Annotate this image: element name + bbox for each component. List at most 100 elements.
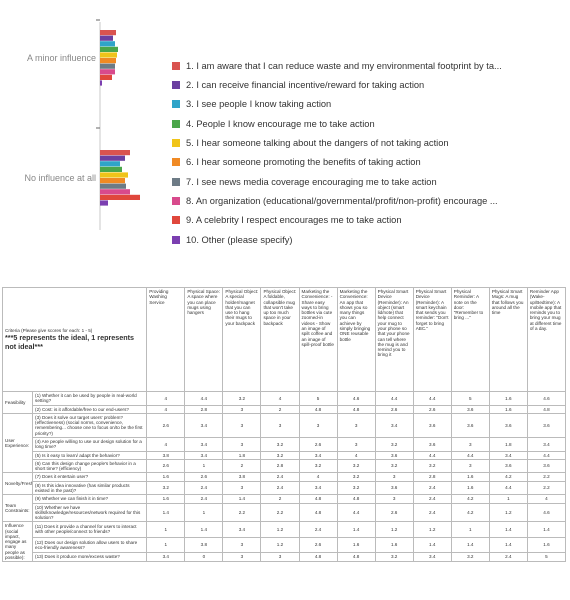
- table-row: (8) Is this idea innovative (has similar…: [3, 480, 567, 496]
- score-cell: 3.4: [222, 521, 262, 538]
- score-cell: 1.4: [526, 521, 567, 538]
- score-cell: 1.8: [222, 450, 262, 460]
- score-cell: 1.2: [488, 502, 528, 523]
- table-row: (13) Does it produce more/excess waste? 3…: [3, 551, 567, 563]
- column-header-6: Marketing the Convenience: An app that s…: [336, 287, 376, 392]
- criteria-question: (8) Is this idea innovative (has similar…: [32, 480, 148, 496]
- score-cell: 4: [298, 472, 338, 482]
- table-row: Influence (social impact, engage as many…: [1, 521, 567, 563]
- score-cell: 1.4: [488, 521, 528, 538]
- score-cell: 1: [450, 521, 490, 538]
- category-label: A minor influence: [27, 53, 96, 63]
- score-cell: 1.6: [488, 391, 528, 406]
- criteria-header-cell: Criteria (Please give scores for each: 1…: [1, 287, 148, 392]
- score-cell: 4: [146, 391, 186, 406]
- bar-5-no-influence: [100, 172, 128, 178]
- score-cell: 2.6: [412, 404, 452, 414]
- score-cell: 2.4: [260, 480, 300, 496]
- score-cell: 3.6: [374, 450, 414, 460]
- score-cell: 3: [374, 472, 414, 482]
- score-cell: 2.4: [298, 521, 338, 538]
- bar-8-no-influence: [100, 189, 130, 195]
- score-cell: 2.2: [526, 472, 567, 482]
- score-cell: 4.8: [298, 494, 338, 504]
- criteria-table-section: Criteria (Please give scores for each: 1…: [1, 287, 568, 597]
- criteria-question: (4) Are people willing to use our design…: [32, 436, 148, 452]
- score-cell: 1.2: [374, 521, 414, 538]
- table-row: User Experience: (3) Does it solve our ta…: [1, 412, 567, 474]
- score-cell: 1.6: [450, 472, 490, 482]
- criteria-question: (5) Is it easy to learn/ adapt the behav…: [32, 450, 148, 460]
- legend-item-1: 1. I am aware that I can reduce waste an…: [172, 56, 567, 75]
- score-cell: 2: [260, 404, 300, 414]
- score-cell: 1.8: [488, 436, 528, 452]
- score-cell: 1: [146, 536, 186, 553]
- legend-item-5: 5. I hear someone talking about the dang…: [172, 133, 567, 152]
- legend-item-9: 9. A celebrity I respect encourages me t…: [172, 211, 567, 230]
- bar-1-minor-influence: [100, 30, 116, 36]
- score-cell: 3.2: [374, 436, 414, 452]
- legend-swatch: [172, 235, 180, 244]
- column-header-8: Physical Smart Device (Reminder): A smar…: [412, 287, 452, 392]
- score-cell: 2.4: [412, 480, 452, 496]
- criteria-intro-small: Criteria (Please give scores for each: 1…: [5, 327, 93, 333]
- score-cell: 4.8: [336, 494, 376, 504]
- table-header-row: Criteria (Please give scores for each: 1…: [1, 287, 567, 392]
- score-cell: 1.4: [184, 521, 224, 538]
- criteria-group-label: Team Constraints:: [1, 494, 34, 523]
- score-cell: 1.6: [450, 480, 490, 496]
- criteria-question: (7) Does it entertain user?: [32, 472, 148, 482]
- table-row: (10) Whether we have skills/knowledge/re…: [3, 502, 567, 523]
- score-cell: 1: [184, 502, 224, 523]
- score-cell: 3: [222, 536, 262, 553]
- score-cell: 1: [184, 458, 224, 474]
- score-cell: 4.4: [526, 450, 567, 460]
- score-cell: 5: [298, 391, 338, 406]
- score-cell: 2.4: [184, 480, 224, 496]
- score-cell: 2.6: [298, 436, 338, 452]
- score-cell: 1.2: [412, 521, 452, 538]
- score-cell: 3.2: [450, 551, 490, 563]
- score-cell: 3.6: [374, 480, 414, 496]
- table-row: (2) Cost: is it affordable/free to our e…: [3, 404, 567, 414]
- legend-item-6: 6. I hear someone promoting the benefits…: [172, 153, 567, 172]
- bar-3-minor-influence: [100, 41, 115, 47]
- score-cell: 1.6: [526, 536, 567, 553]
- score-cell: 3.4: [374, 412, 414, 438]
- legend-item-10: 10. Other (please specify): [172, 230, 567, 249]
- bar-6-minor-influence: [100, 58, 116, 64]
- legend-label: 10. Other (please specify): [186, 234, 293, 245]
- column-header-3: Physical Object: A special holder/magnet…: [222, 287, 262, 392]
- legend-label: 1. I am aware that I can reduce waste an…: [186, 60, 502, 71]
- score-cell: 4.8: [526, 404, 567, 414]
- score-cell: 3: [222, 404, 262, 414]
- score-cell: 3: [222, 436, 262, 452]
- column-header-10: Physical Smart Mugs: A mug that follows …: [488, 287, 528, 392]
- criteria-question: (10) Whether we have skills/knowledge/re…: [32, 502, 148, 523]
- legend-label: 4. People I know encourage me to take ac…: [186, 118, 375, 129]
- score-cell: 3: [450, 458, 490, 474]
- score-cell: 3.6: [526, 412, 567, 438]
- score-cell: 2: [260, 494, 300, 504]
- score-cell: 3.4: [526, 436, 567, 452]
- bar-8-minor-influence: [100, 69, 115, 75]
- criteria-table: Criteria (Please give scores for each: 1…: [1, 287, 567, 563]
- criteria-question: (11) Does it provide a channel for users…: [32, 521, 148, 538]
- column-header-4: Physical Object: A foldable, collapsible…: [260, 287, 300, 392]
- score-cell: 3.2: [412, 458, 452, 474]
- score-cell: 1.6: [146, 472, 186, 482]
- score-cell: 1.6: [374, 536, 414, 553]
- score-cell: 2.4: [488, 551, 528, 563]
- score-cell: 3.2: [336, 480, 376, 496]
- score-cell: 2.4: [412, 502, 452, 523]
- criteria-group-label: Feasibility: [1, 391, 34, 414]
- legend-item-4: 4. People I know encourage me to take ac…: [172, 114, 567, 133]
- score-cell: 3.4: [184, 450, 224, 460]
- score-cell: 3.4: [184, 412, 224, 438]
- bar-5-minor-influence: [100, 52, 117, 58]
- column-header-9: Physical Reminder: A note on the door: "…: [450, 287, 490, 392]
- score-cell: 0: [184, 551, 224, 563]
- score-cell: 3.6: [412, 436, 452, 452]
- score-cell: 4.4: [374, 391, 414, 406]
- legend-swatch: [172, 139, 180, 148]
